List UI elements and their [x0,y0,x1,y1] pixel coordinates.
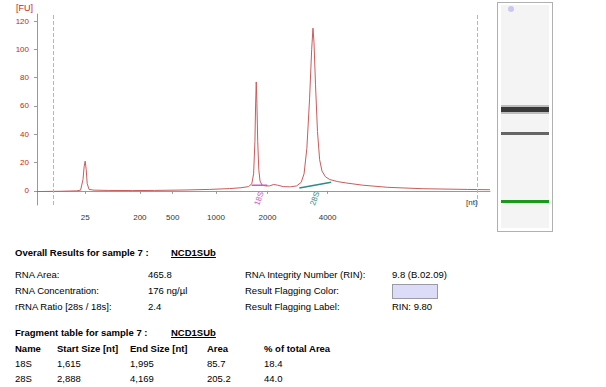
svg-text:18S: 18S [252,190,265,206]
svg-text:120: 120 [16,17,30,26]
svg-text:[nt]: [nt] [466,198,477,207]
html-text:RNA Concentration:: RNA Concentration: [15,285,99,296]
html-text:Name: Name [15,343,41,354]
html-text:RIN: 9.80: RIN: 9.80 [392,301,433,312]
svg-text:0: 0 [25,186,30,195]
html-text:9.8 (B.02.09): 9.8 (B.02.09) [392,269,447,280]
html-text:2.4: 2.4 [148,301,162,312]
html-text:85.7: 85.7 [207,358,226,369]
html-text:Overall Results for sample 7 :: Overall Results for sample 7 : [15,247,149,258]
html-text:465.8: 465.8 [148,269,172,280]
html-text:RNA Area:: RNA Area: [15,269,60,280]
html-text:End Size [nt]: End Size [nt] [130,343,188,354]
html-text:NCD1SUb: NCD1SUb [171,327,216,338]
html-text:Area: Area [207,343,229,354]
svg-text:40: 40 [20,130,29,139]
html-text:Result Flagging Color:: Result Flagging Color: [245,285,339,296]
html-text:176 ng/µl: 176 ng/µl [148,285,188,296]
svg-text:28S: 28S [308,190,321,206]
html-text:18S: 18S [15,358,32,369]
svg-text:60: 60 [20,101,29,110]
svg-text:1000: 1000 [207,213,225,222]
svg-text:[FU]: [FU] [16,3,33,13]
html-text:Fragment table for sample 7 :: Fragment table for sample 7 : [15,327,148,338]
html-text:2,888: 2,888 [57,373,81,384]
html-text:Start Size [nt]: Start Size [nt] [57,343,119,354]
svg-text:200: 200 [133,213,147,222]
svg-text:4000: 4000 [319,213,337,222]
svg-text:100: 100 [16,45,30,54]
html-text:% of total Area: % of total Area [264,343,331,354]
html-text:NCD1SUb: NCD1SUb [171,247,216,258]
html-text:4,169: 4,169 [130,373,154,384]
html-text:Result Flagging Label:: Result Flagging Label: [245,301,340,312]
svg-text:2000: 2000 [259,213,277,222]
svg-text:500: 500 [166,213,180,222]
html-text:1,615: 1,615 [57,358,81,369]
html-text:44.0: 44.0 [264,373,283,384]
html-text:RNA Integrity Number (RIN):: RNA Integrity Number (RIN): [245,269,366,280]
html-text:18.4: 18.4 [264,358,283,369]
html-text:28S: 28S [15,373,32,384]
svg-text:25: 25 [81,213,90,222]
html-text:1,995: 1,995 [130,358,154,369]
svg-text:80: 80 [20,73,29,82]
svg-text:20: 20 [20,158,29,167]
html-text:205.2: 205.2 [207,373,231,384]
html-text:rRNA Ratio [28s / 18s]:: rRNA Ratio [28s / 18s]: [15,301,112,312]
